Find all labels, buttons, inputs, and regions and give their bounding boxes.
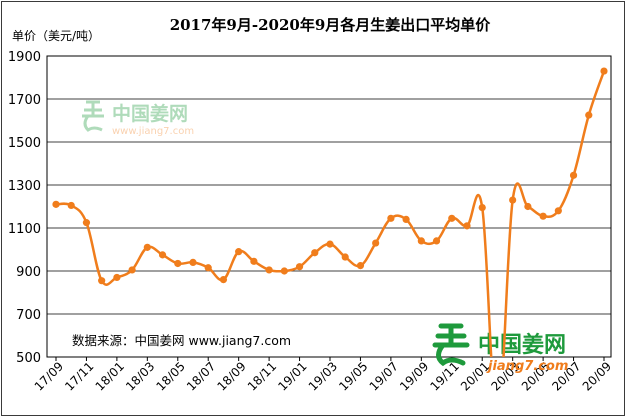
- watermark-bottom: 中国姜网 jiang7.com: [432, 323, 568, 374]
- ginger-logo-icon: [432, 323, 470, 367]
- data-point: [539, 212, 547, 220]
- y-tick-labels: 500 700 900 1100 1300 1500 1700 1900: [8, 50, 41, 366]
- data-point: [463, 222, 471, 230]
- chart-title: 2017年9月-2020年9月各月生姜出口平均单价: [170, 16, 492, 34]
- x-tick-label: 19/07: [367, 359, 401, 393]
- watermark-top: 中国姜网 www.jiang7.com: [82, 100, 194, 137]
- x-tick-label: 18/03: [123, 359, 157, 393]
- y-tick-label: 1300: [8, 179, 41, 194]
- data-point: [265, 266, 273, 274]
- watermark-top-name: 中国姜网: [112, 102, 188, 125]
- data-point: [356, 262, 365, 270]
- data-point: [235, 248, 243, 256]
- data-point: [128, 266, 136, 274]
- ginger-logo-icon: [82, 100, 104, 132]
- y-tick-label: 1700: [8, 93, 41, 108]
- data-point: [417, 237, 425, 245]
- y-axis-label: 单价（美元/吨）: [12, 29, 100, 43]
- x-tick-label: 18/09: [214, 359, 248, 393]
- data-point: [174, 259, 182, 268]
- data-point: [67, 201, 75, 210]
- data-point: [569, 171, 578, 179]
- data-point: [280, 267, 288, 275]
- watermark-bottom-url: jiang7.com: [486, 359, 568, 374]
- x-tick-label: 19/05: [336, 359, 370, 393]
- y-tick-label: 1900: [8, 50, 41, 65]
- data-point: [448, 214, 456, 222]
- x-tick-label: 18/07: [184, 359, 218, 393]
- x-tick-label: 18/11: [245, 359, 279, 393]
- data-point: [524, 202, 532, 211]
- data-point: [478, 203, 486, 212]
- watermark-top-url: www.jiang7.com: [112, 126, 194, 137]
- data-point: [98, 277, 106, 285]
- y-tick-label: 900: [16, 265, 41, 280]
- y-tick-label: 500: [16, 351, 41, 366]
- data-point: [432, 237, 441, 245]
- y-tick-label: 1500: [8, 136, 41, 151]
- data-point: [82, 219, 91, 227]
- data-point: [52, 200, 60, 208]
- x-tick-label: 19/09: [397, 359, 431, 393]
- x-tick-label: 17/11: [62, 359, 96, 393]
- x-tick-label: 18/01: [93, 359, 127, 393]
- data-point: [219, 276, 228, 284]
- data-source-annotation: 数据来源：中国姜网 www.jiang7.com: [72, 333, 291, 348]
- series-points: [52, 67, 608, 285]
- y-tick-label: 700: [16, 308, 41, 323]
- y-tick-label: 1100: [8, 222, 41, 237]
- data-point: [143, 243, 151, 251]
- data-point: [189, 258, 197, 266]
- data-point: [585, 111, 593, 119]
- data-point: [554, 207, 562, 215]
- watermark-bottom-name: 中国姜网: [478, 332, 566, 358]
- plot-area: [46, 55, 612, 358]
- data-point: [158, 251, 167, 259]
- data-point: [295, 263, 304, 271]
- data-point: [600, 67, 608, 75]
- data-point: [311, 249, 319, 257]
- data-point: [204, 264, 212, 272]
- x-tick-label: 19/01: [275, 359, 309, 393]
- x-tick-label: 18/05: [154, 359, 188, 393]
- grid-lines: [47, 98, 611, 315]
- data-point: [250, 257, 258, 265]
- data-point: [387, 214, 395, 222]
- data-point: [402, 215, 410, 223]
- data-point: [372, 239, 380, 247]
- x-tick-label: 20/09: [580, 359, 614, 393]
- data-point: [509, 196, 517, 204]
- x-tick-label: 19/03: [306, 359, 340, 393]
- data-point: [326, 240, 334, 248]
- data-point: [113, 273, 121, 282]
- data-point: [341, 253, 349, 261]
